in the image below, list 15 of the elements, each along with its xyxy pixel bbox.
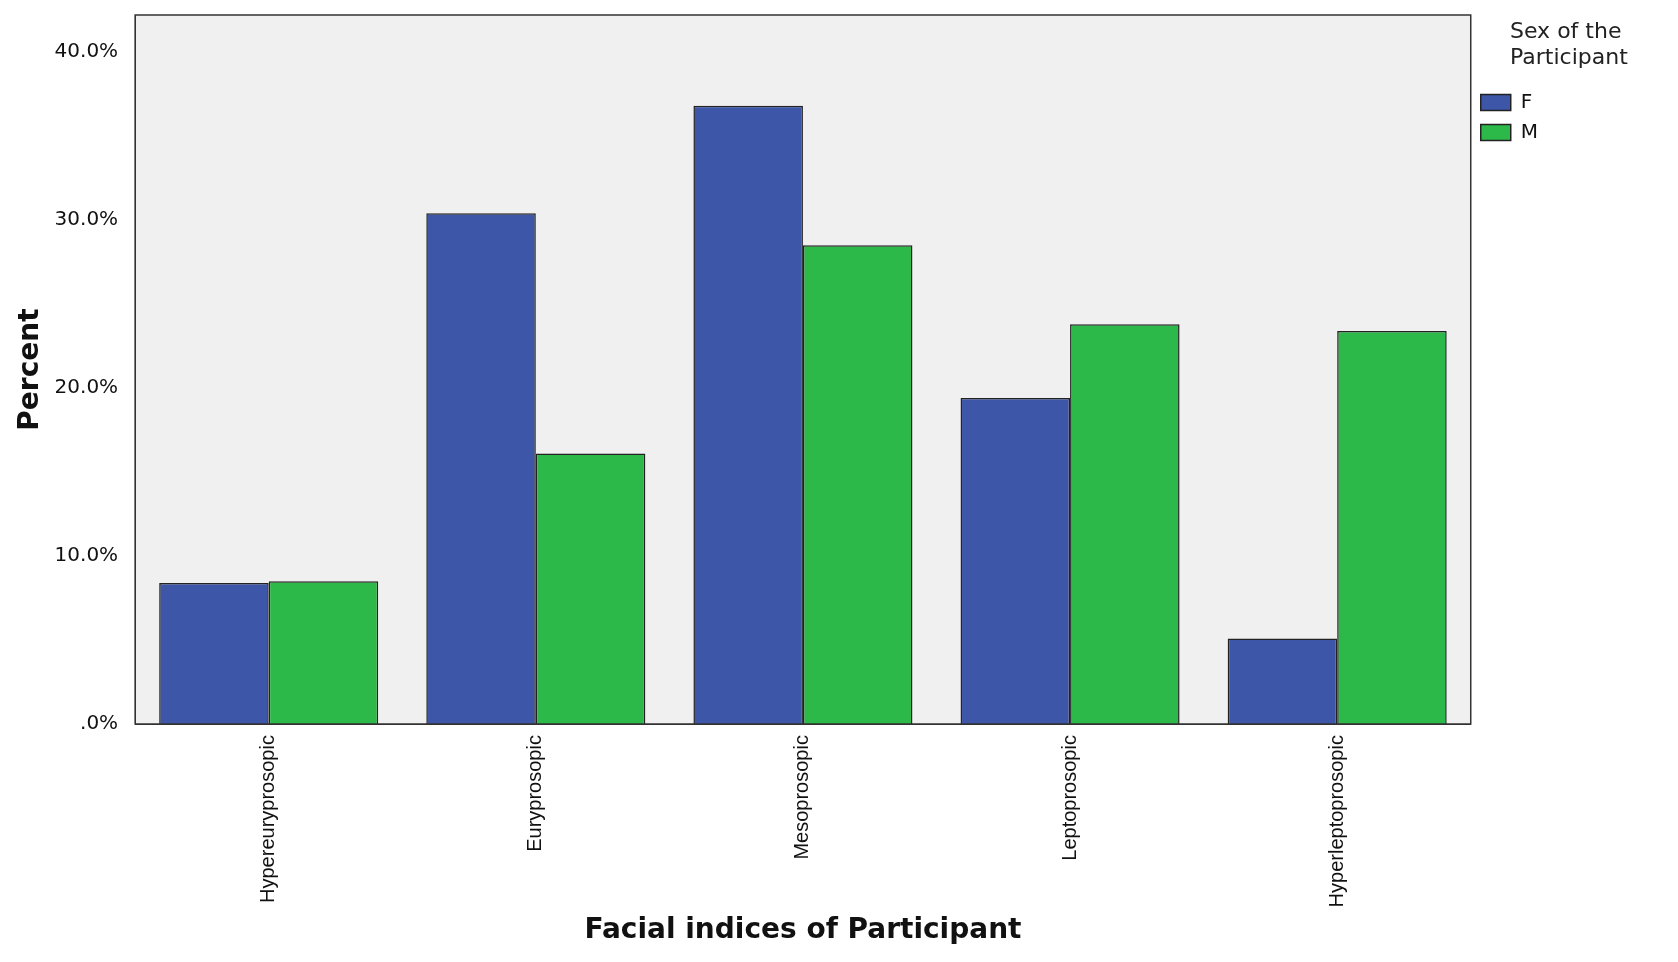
x-axis-title: Facial indices of Participant xyxy=(584,912,1022,946)
y-tick-label: .0% xyxy=(80,710,119,735)
x-tick-label: Leptoprosopic xyxy=(1057,735,1080,861)
y-tick-label: 30.0% xyxy=(54,206,119,231)
x-tick-label: Hypereuryprosopic xyxy=(256,735,279,903)
legend-label: M xyxy=(1520,118,1539,143)
y-axis-title: Percent xyxy=(12,308,46,431)
x-tick-label: Euryprosopic xyxy=(523,735,546,852)
legend-title: Sex of the Participant xyxy=(1510,18,1629,70)
y-tick-label: 40.0% xyxy=(54,38,119,63)
legend-label: F xyxy=(1520,88,1533,113)
x-tick-label: Mesoprosopic xyxy=(790,735,813,860)
x-tick-label: Hyperleptoprosopic xyxy=(1324,735,1347,908)
y-tick-label: 10.0% xyxy=(54,542,119,567)
y-tick-label: 20.0% xyxy=(54,374,119,399)
